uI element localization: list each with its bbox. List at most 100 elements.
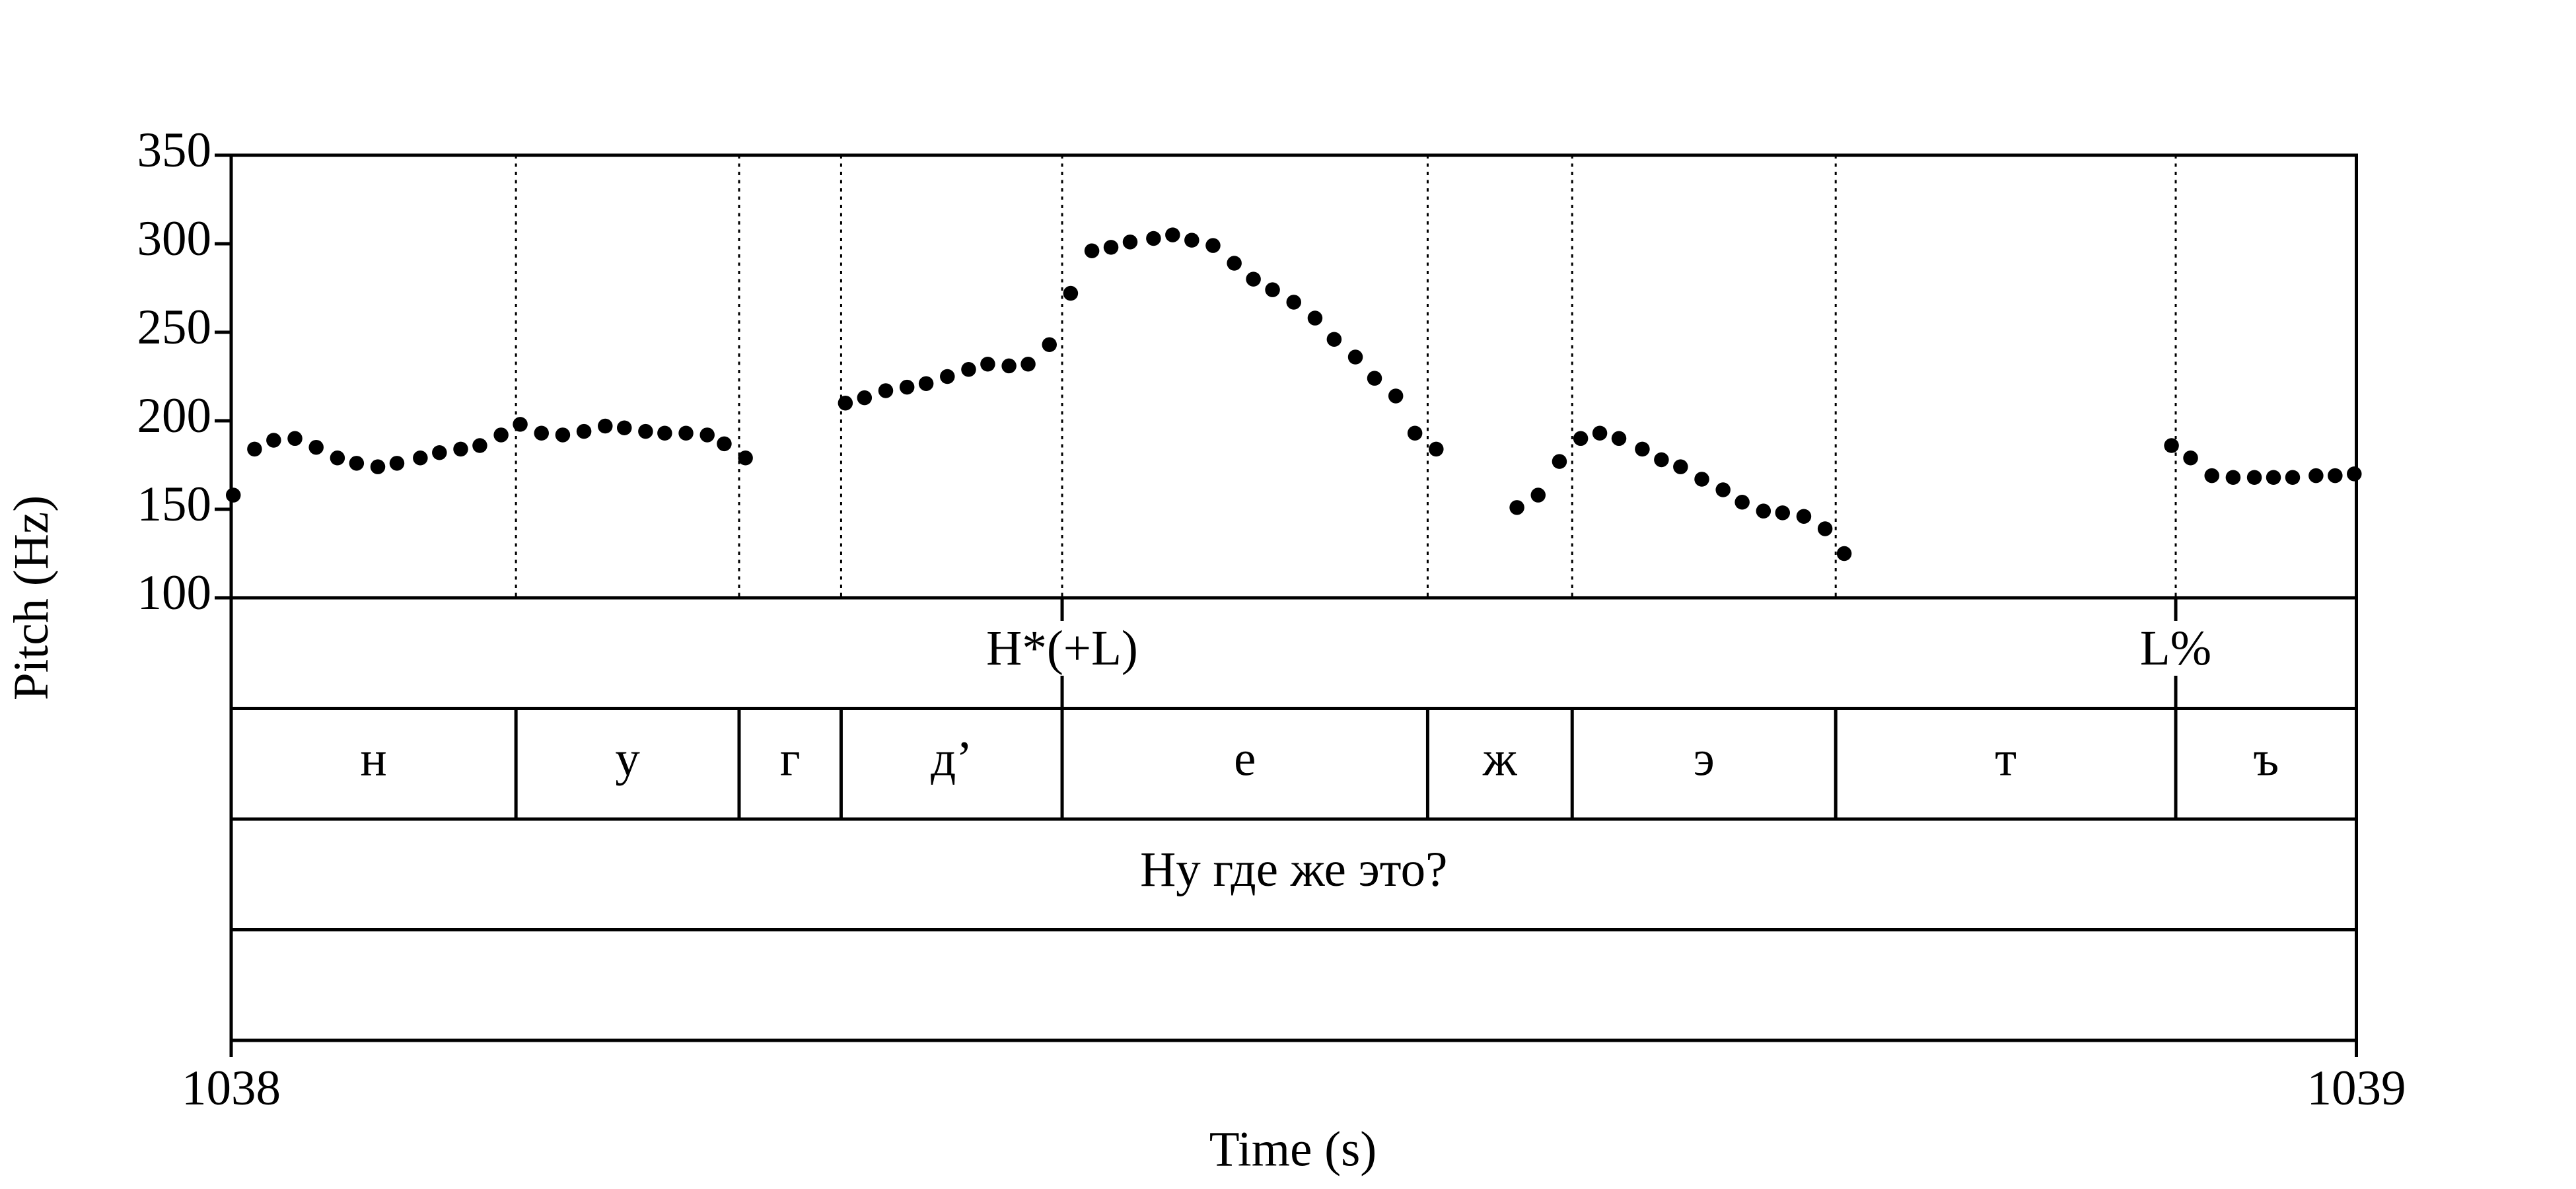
pitch-point bbox=[370, 459, 386, 474]
pitch-point bbox=[1552, 454, 1567, 469]
x-tick-label: 1038 bbox=[182, 1061, 281, 1116]
pitch-point bbox=[472, 438, 487, 453]
pitch-point bbox=[1122, 234, 1138, 250]
pitch-point bbox=[2308, 468, 2324, 484]
label-background bbox=[2136, 620, 2215, 676]
y-tick-label: 200 bbox=[137, 388, 212, 443]
pitch-point bbox=[389, 456, 405, 471]
y-tick-label: 150 bbox=[137, 477, 212, 532]
pitch-point bbox=[2164, 438, 2179, 453]
pitch-point bbox=[657, 425, 672, 441]
pitch-point bbox=[1307, 310, 1323, 326]
pitch-point bbox=[1265, 282, 1280, 297]
pitch-point bbox=[1592, 425, 1608, 441]
pitch-point bbox=[1388, 388, 1404, 404]
tier-label: д’ bbox=[931, 731, 972, 786]
pitch-point bbox=[1326, 332, 1342, 347]
y-tick-label: 350 bbox=[137, 123, 212, 178]
y-tick-label: 250 bbox=[137, 300, 212, 355]
tier-label: т bbox=[1995, 731, 2017, 786]
pitch-point bbox=[1001, 358, 1017, 374]
pitch-point bbox=[555, 427, 571, 443]
pitch-point bbox=[1227, 256, 1242, 271]
pitch-point bbox=[678, 425, 694, 441]
pitch-point bbox=[1146, 231, 1161, 246]
pitch-point bbox=[413, 450, 428, 466]
pitch-point bbox=[961, 362, 976, 377]
tier-label: ъ bbox=[2253, 731, 2279, 786]
pitch-point bbox=[308, 439, 324, 455]
pitch-point bbox=[2183, 450, 2198, 466]
y-tick-label: 100 bbox=[137, 565, 212, 620]
pitch-point bbox=[432, 445, 447, 460]
tier-label: е bbox=[1234, 731, 1256, 786]
pitch-point bbox=[878, 383, 894, 398]
pitch-point bbox=[738, 450, 753, 466]
pitch-point bbox=[576, 423, 592, 439]
pitch-point bbox=[266, 433, 281, 448]
pitch-point bbox=[918, 376, 934, 391]
pitch-point bbox=[1735, 495, 1750, 510]
pitch-point bbox=[493, 427, 509, 443]
pitch-point bbox=[1635, 441, 1650, 457]
pitch-point bbox=[2347, 466, 2362, 482]
pitch-point bbox=[940, 369, 955, 384]
pitch-point bbox=[1673, 459, 1688, 474]
pitch-point bbox=[638, 423, 653, 439]
pitch-point bbox=[349, 456, 365, 471]
pitch-point bbox=[330, 450, 345, 466]
pitch-point bbox=[857, 390, 873, 406]
pitch-point bbox=[2328, 468, 2343, 484]
pitch-point bbox=[287, 431, 303, 447]
pitch-point bbox=[1611, 431, 1627, 447]
pitch-point bbox=[453, 441, 468, 457]
pitch-point bbox=[1042, 337, 1057, 353]
label-background bbox=[983, 620, 1141, 676]
pitch-point bbox=[1205, 238, 1221, 253]
tier-label: г bbox=[780, 731, 801, 786]
pitch-point bbox=[1796, 509, 1812, 524]
pitch-point bbox=[1246, 271, 1261, 287]
pitch-point bbox=[1347, 349, 1363, 365]
y-tick-label: 300 bbox=[137, 211, 212, 266]
tier-label: Ну где же это? bbox=[1140, 842, 1447, 897]
pitch-point bbox=[1715, 482, 1731, 497]
pitch-point bbox=[2285, 470, 2301, 486]
pitch-point bbox=[699, 427, 715, 443]
pitch-point bbox=[1103, 240, 1119, 255]
pitch-point bbox=[225, 487, 241, 503]
x-tick-label: 1039 bbox=[2307, 1061, 2406, 1116]
pitch-point bbox=[717, 436, 732, 452]
pitch-point bbox=[1084, 243, 1100, 258]
pitch-point bbox=[1367, 371, 1382, 386]
pitch-point bbox=[1775, 505, 1791, 521]
tier-point-label: L% bbox=[2140, 621, 2211, 676]
tier-label: н bbox=[361, 731, 387, 786]
pitch-point bbox=[1756, 503, 1771, 519]
pitch-point bbox=[1020, 356, 1036, 372]
pitch-point bbox=[2266, 470, 2281, 486]
pitch-point bbox=[616, 420, 632, 435]
y-axis-label: Pitch (Hz) bbox=[4, 495, 59, 700]
pitch-point bbox=[247, 441, 262, 457]
pitch-point bbox=[1184, 233, 1199, 248]
pitch-point bbox=[1165, 227, 1180, 242]
pitch-point bbox=[598, 418, 613, 434]
tier-label: э bbox=[1694, 731, 1715, 786]
pitch-point bbox=[1836, 546, 1852, 561]
pitch-point bbox=[513, 417, 528, 432]
pitch-point bbox=[1429, 441, 1444, 457]
pitch-point bbox=[899, 379, 915, 395]
tier-label: ж bbox=[1482, 731, 1518, 786]
pitch-point bbox=[1817, 521, 1833, 536]
pitch-point bbox=[1573, 431, 1589, 447]
pitch-point bbox=[2246, 470, 2262, 486]
x-axis-label: Time (s) bbox=[1209, 1122, 1377, 1177]
pitch-point bbox=[1694, 472, 1709, 487]
tier-label: у bbox=[615, 731, 640, 786]
pitch-point bbox=[1530, 487, 1546, 503]
pitch-point bbox=[980, 356, 995, 372]
pitch-point bbox=[1654, 452, 1669, 468]
pitch-point bbox=[1509, 500, 1524, 515]
